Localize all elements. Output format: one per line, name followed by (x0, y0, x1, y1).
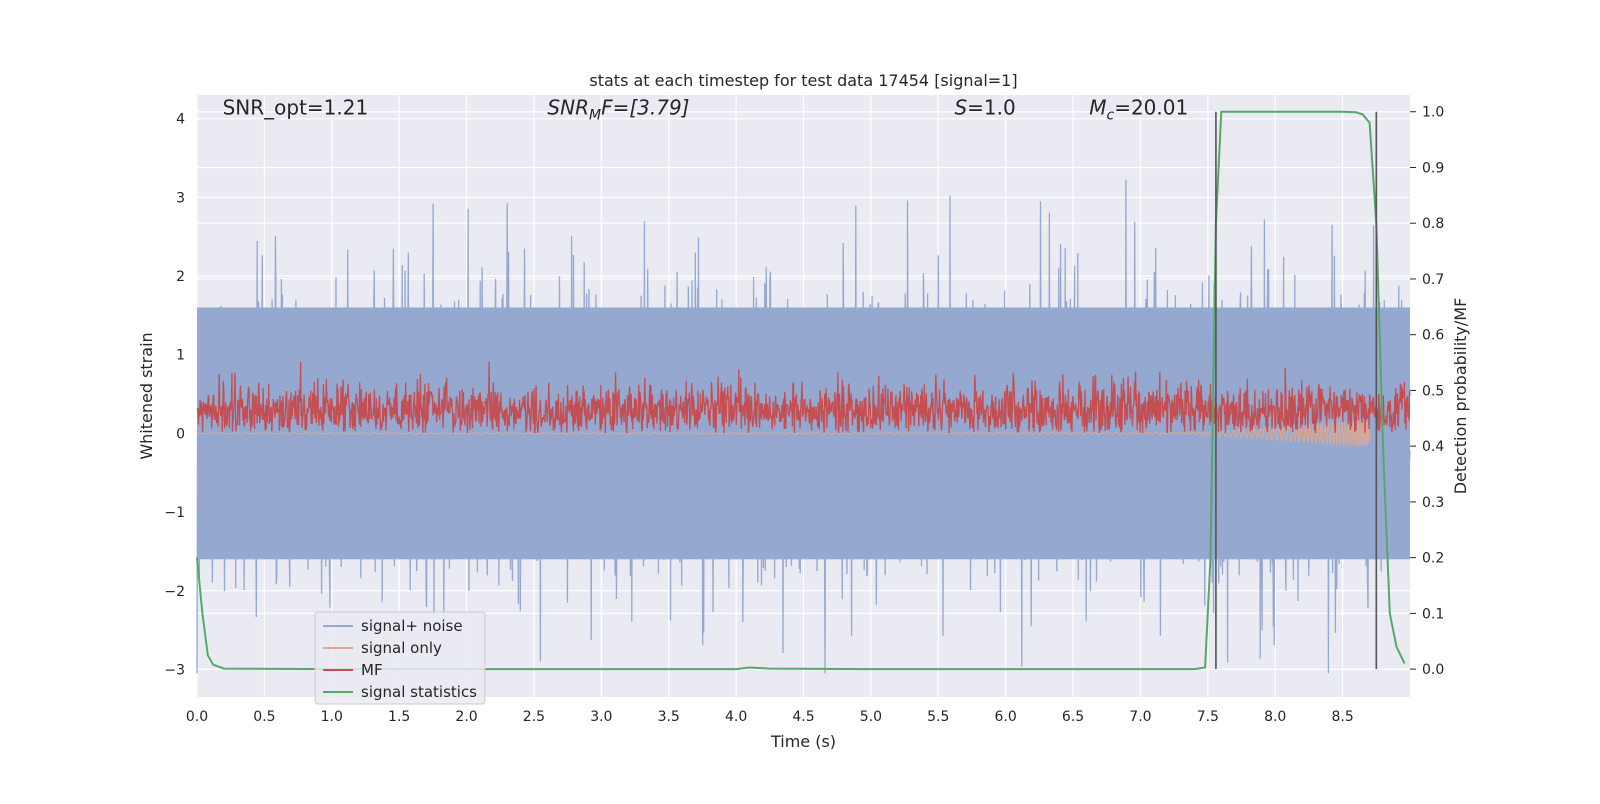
y-right-tick-label: 1.0 (1422, 105, 1444, 121)
y-right-tick-label: 0.5 (1422, 383, 1444, 399)
noise-line (196, 179, 1411, 674)
annotation: SNR_opt=1.21 (223, 96, 369, 120)
x-tick-label: 0.5 (253, 709, 275, 725)
series-signal-only (197, 419, 1373, 447)
chart-title: stats at each timestep for test data 174… (589, 71, 1017, 90)
y-right-tick-label: 0.8 (1422, 216, 1444, 232)
x-tick-label: 1.5 (388, 709, 410, 725)
y-left-tick-label: 3 (176, 190, 185, 206)
y-axis-right-label: Detection probability/MF (1451, 298, 1470, 495)
x-tick-label: 5.0 (860, 709, 882, 725)
signal-statistics-line (196, 110, 1406, 671)
legend-label: MF (361, 661, 383, 679)
legend: signal+ noise signal only MF signal statist… (314, 611, 486, 705)
y-axis-left-ticks: −3 −2 −1 0 1 2 3 4 (164, 112, 185, 679)
annotation: Mc=20.01 (1089, 96, 1188, 124)
x-tick-label: 6.5 (1062, 709, 1084, 725)
annotation: SNRMF=[3.79] (547, 96, 689, 124)
legend-box (314, 611, 486, 705)
x-tick-label: 1.0 (321, 709, 343, 725)
y-right-tick-label: 0.9 (1422, 160, 1444, 176)
y-axis-left-label: Whitened strain (137, 332, 156, 459)
x-tick-label: 3.5 (658, 709, 680, 725)
x-tick-label: 2.0 (455, 709, 477, 725)
x-tick-label: 8.5 (1331, 709, 1353, 725)
y-left-tick-label: −2 (164, 584, 185, 600)
x-tick-label: 3.0 (590, 709, 612, 725)
x-tick-label: 5.5 (927, 709, 949, 725)
x-axis-label: Time (s) (770, 732, 836, 751)
y-left-tick-label: −3 (164, 662, 185, 678)
x-tick-label: 4.0 (725, 709, 747, 725)
vertical-markers (1215, 111, 1378, 670)
y-left-tick-label: 1 (176, 348, 185, 364)
signal-only-line (197, 419, 1373, 447)
x-axis-ticks: 0.0 0.5 1.0 1.5 2.0 2.5 3.0 3.5 4.0 4.5 5.0 5.5 6.0 6… (186, 709, 1354, 725)
legend-label: signal statistics (361, 683, 477, 701)
y-left-tick-label: 2 (176, 269, 185, 285)
annotation: S=1.0 (954, 96, 1015, 120)
y-left-tick-label: −1 (164, 505, 185, 521)
x-tick-label: 0.0 (186, 709, 208, 725)
y-right-tick-label: 0.3 (1422, 495, 1444, 511)
annotations: SNR_opt=1.21 SNRMF=[3.79] S=1.0 Mc=20.01 (223, 96, 1189, 124)
legend-label: signal only (361, 639, 442, 657)
x-tick-label: 7.5 (1197, 709, 1219, 725)
x-tick-label: 8.0 (1264, 709, 1286, 725)
series-mf (196, 361, 1411, 434)
x-tick-label: 2.5 (523, 709, 545, 725)
y-right-tick-label: 0.1 (1422, 606, 1444, 622)
y-left-tick-label: 4 (176, 112, 185, 128)
y-left-tick-label: 0 (176, 426, 185, 442)
x-tick-label: 4.5 (792, 709, 814, 725)
series-signal-statistics (196, 110, 1406, 671)
mf-line (196, 361, 1411, 434)
y-right-tick-label: 0.6 (1422, 328, 1444, 344)
y-right-tick-label: 0.0 (1422, 662, 1444, 678)
x-tick-label: 6.0 (995, 709, 1017, 725)
y-right-tick-label: 0.2 (1422, 551, 1444, 567)
y-right-tick-label: 0.7 (1422, 272, 1444, 288)
legend-items: signal+ noise signal only MF signal statist… (323, 617, 477, 701)
y-axis-right-ticks: 0.0 0.1 0.2 0.3 0.4 0.5 0.6 0.7 0.8 0.9 1.0 (1410, 105, 1444, 678)
legend-label: signal+ noise (361, 617, 463, 635)
x-tick-label: 7.0 (1129, 709, 1151, 725)
y-right-tick-label: 0.4 (1422, 439, 1444, 455)
